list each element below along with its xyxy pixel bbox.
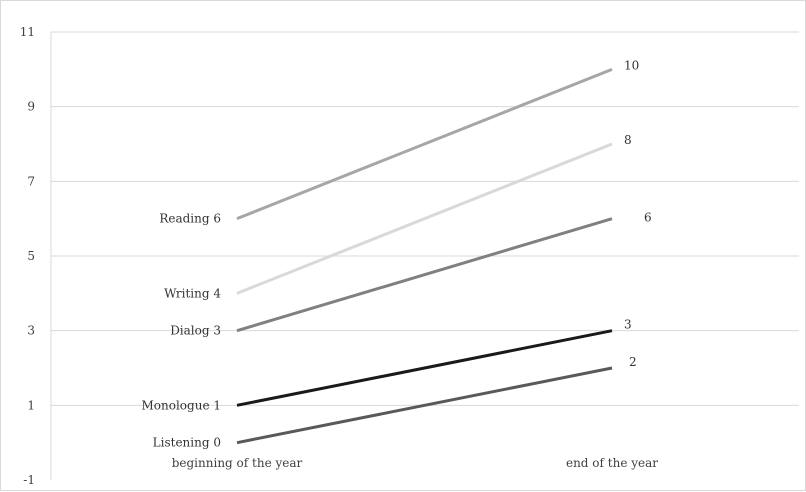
series-lines — [236, 67, 613, 445]
series-line-listening — [236, 366, 613, 445]
series-line-dialog — [236, 217, 613, 333]
start-label-reading: Reading 6 — [159, 212, 221, 226]
end-label-monologue: 3 — [624, 318, 632, 332]
y-tick-label: 3 — [27, 324, 35, 338]
y-axis: -1 1 3 5 7 9 11 — [20, 25, 52, 487]
end-label-writing: 8 — [624, 133, 632, 147]
x-category-label: beginning of the year — [172, 456, 303, 470]
y-tick-label: -1 — [23, 473, 35, 487]
end-label-reading: 10 — [624, 58, 639, 72]
y-tick-label: 5 — [27, 249, 35, 263]
y-tick-label: 9 — [27, 100, 35, 114]
end-label-listening: 2 — [629, 355, 637, 369]
gridlines — [51, 31, 799, 406]
end-label-dialog: 6 — [644, 211, 652, 225]
start-label-monologue: Monologue 1 — [142, 398, 222, 412]
x-axis: beginning of the year end of the year — [172, 456, 659, 470]
data-labels: Reading 6 10 Writing 4 8 Dialog 3 6 Monologue … — [142, 58, 652, 449]
series-line-reading — [236, 67, 613, 221]
y-tick-label: 1 — [27, 398, 35, 412]
y-tick-label: 7 — [27, 174, 35, 188]
series-line-writing — [236, 142, 613, 295]
x-category-label: end of the year — [566, 456, 658, 470]
start-label-listening: Listening 0 — [153, 436, 221, 450]
y-tick-label: 11 — [20, 25, 35, 39]
series-line-monologue — [236, 329, 613, 407]
start-label-writing: Writing 4 — [164, 286, 221, 300]
start-label-dialog: Dialog 3 — [170, 324, 221, 338]
